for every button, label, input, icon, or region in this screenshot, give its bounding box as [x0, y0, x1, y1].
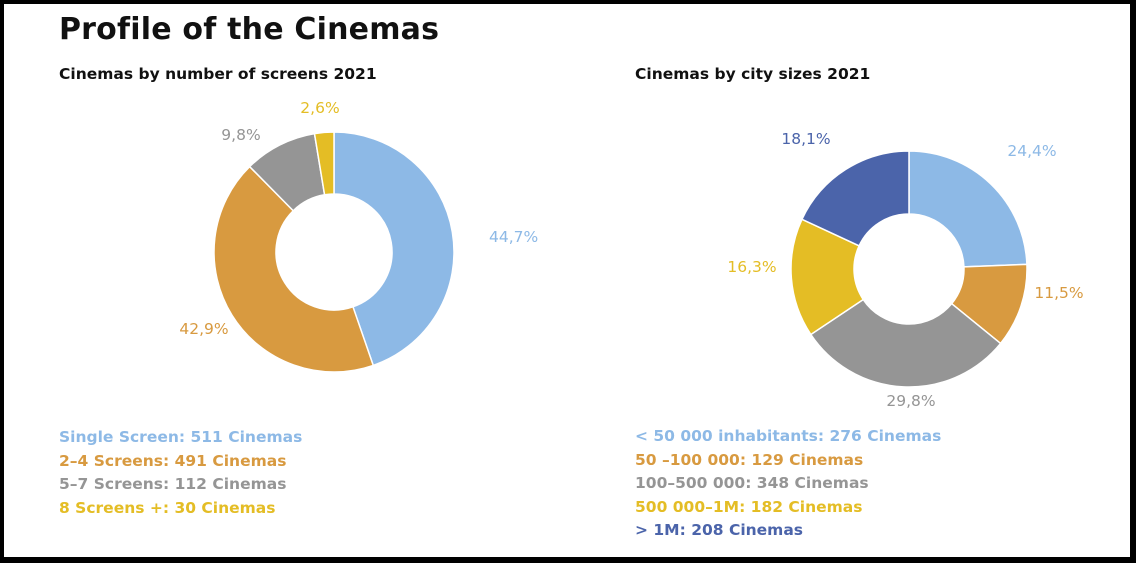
legend-item-50-000-inhabitants: < 50 000 inhabitants: 276 Cinemas [635, 427, 942, 445]
slice-50-000-inhabitants [908, 150, 1028, 268]
slice-2-4-screens [213, 165, 375, 373]
legend-item-100-500-000: 100–500 000: 348 Cinemas [635, 474, 869, 492]
slice-label-5-7-screens: 9,8% [221, 126, 260, 144]
legend-item-single-screen: Single Screen: 511 Cinemas [59, 428, 303, 446]
legend-item-1m: > 1M: 208 Cinemas [635, 521, 804, 539]
city-size-legend: < 50 000 inhabitants: 276 Cinemas 50 –100… [635, 425, 941, 543]
slice-8-screens [313, 131, 335, 196]
legend-item-8-screens: 8 Screens +: 30 Cinemas [59, 498, 276, 517]
legend-item-500-000-1m: 500 000–1M: 182 Cinemas [635, 497, 863, 516]
slice-label-2-4-screens: 42,9% [179, 320, 228, 338]
slice-label-50-000-inhabitants: 24,4% [1007, 142, 1056, 160]
legend-item-5-7-screens: 5–7 Screens: 112 Cinemas [59, 475, 287, 493]
city-size-donut-chart: 24,4% 11,5% 29,8% 16,3% 18,1% [727, 130, 1083, 410]
screens-legend: Single Screen: 511 Cinemas 2–4 Screens: 4… [59, 426, 302, 520]
slice-label-8-screens: 2,6% [300, 99, 339, 117]
slice-100-500-000 [809, 298, 1002, 388]
slice-label-50-100-000: 11,5% [1034, 284, 1083, 302]
slice-label-500-000-1m: 16,3% [727, 258, 776, 276]
slice-single-screen [333, 131, 455, 367]
slice-label-single-screen: 44,7% [489, 228, 538, 246]
slice-label-100-500-000: 29,8% [886, 392, 935, 410]
slice-label-1m: 18,1% [781, 130, 830, 148]
slice-1m [800, 150, 910, 247]
legend-item-2-4-screens: 2–4 Screens: 491 Cinemas [59, 451, 287, 470]
screens-donut-chart: 44,7% 42,9% 9,8% 2,6% [179, 99, 538, 373]
city-size-chart-title: Cinemas by city sizes 2021 [635, 65, 871, 83]
screens-chart-title: Cinemas by number of screens 2021 [59, 65, 377, 83]
page-title: Profile of the Cinemas [59, 12, 440, 47]
legend-item-50-100-000: 50 –100 000: 129 Cinemas [635, 450, 864, 469]
